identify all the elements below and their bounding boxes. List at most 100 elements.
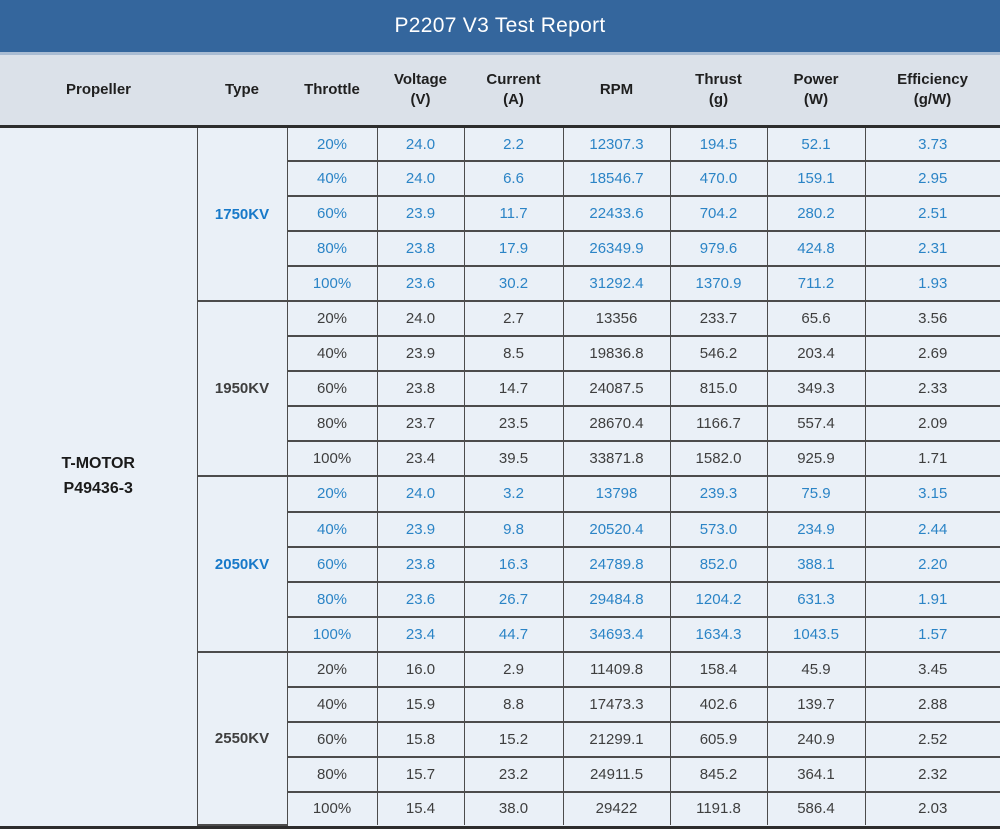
header-efficiency: Efficiency (g/W) bbox=[897, 70, 968, 108]
table-row: 80% 15.7 23.2 24911.5 845.2 364.1 2.32 bbox=[0, 755, 1000, 793]
cell-rpm: 20520.4 bbox=[562, 510, 671, 548]
cell-throttle: 40% bbox=[286, 685, 378, 723]
cell-thrust: 546.2 bbox=[669, 335, 768, 373]
cell-power: 52.1 bbox=[766, 128, 866, 163]
cell-voltage: 23.8 bbox=[376, 370, 465, 408]
cell-power: 240.9 bbox=[766, 720, 866, 758]
cell-power: 280.2 bbox=[766, 195, 866, 233]
propeller-cell: T-MOTOR P49436-3 bbox=[0, 128, 198, 825]
header-thrust: Thrust (g) bbox=[695, 70, 742, 108]
cell-current: 2.7 bbox=[463, 300, 564, 338]
cell-rpm: 13798 bbox=[562, 475, 671, 513]
cell-efficiency: 1.71 bbox=[864, 440, 1000, 478]
cell-power: 586.4 bbox=[766, 790, 866, 825]
cell-thrust: 233.7 bbox=[669, 300, 768, 338]
cell-throttle: 40% bbox=[286, 510, 378, 548]
table-row: 2550KV 20% 16.0 2.9 11409.8 158.4 45.9 3… bbox=[0, 650, 1000, 827]
cell-current: 14.7 bbox=[463, 370, 564, 408]
cell-current: 38.0 bbox=[463, 790, 564, 825]
table-row: 60% 23.8 16.3 24789.8 852.0 388.1 2.20 bbox=[0, 545, 1000, 583]
cell-efficiency: 1.91 bbox=[864, 580, 1000, 618]
cell-throttle: 20% bbox=[286, 475, 378, 513]
cell-current: 17.9 bbox=[463, 230, 564, 268]
cell-voltage: 15.8 bbox=[376, 720, 465, 758]
title-bar: P2207 V3 Test Report bbox=[0, 0, 1000, 52]
cell-thrust: 194.5 bbox=[669, 128, 768, 163]
cell-throttle: 20% bbox=[286, 300, 378, 338]
cell-rpm: 17473.3 bbox=[562, 685, 671, 723]
cell-throttle: 80% bbox=[286, 230, 378, 268]
cell-voltage: 23.6 bbox=[376, 580, 465, 618]
table-row: 60% 23.8 14.7 24087.5 815.0 349.3 2.33 bbox=[0, 370, 1000, 408]
cell-rpm: 18546.7 bbox=[562, 160, 671, 198]
cell-throttle: 60% bbox=[286, 720, 378, 758]
cell-rpm: 21299.1 bbox=[562, 720, 671, 758]
cell-rpm: 24789.8 bbox=[562, 545, 671, 583]
cell-throttle: 100% bbox=[286, 790, 378, 825]
cell-efficiency: 2.03 bbox=[864, 790, 1000, 825]
cell-voltage: 23.8 bbox=[376, 545, 465, 583]
cell-power: 349.3 bbox=[766, 370, 866, 408]
cell-throttle: 100% bbox=[286, 440, 378, 478]
cell-current: 44.7 bbox=[463, 615, 564, 653]
cell-current: 3.2 bbox=[463, 475, 564, 513]
table-row: 100% 15.4 38.0 29422 1191.8 586.4 2.03 bbox=[0, 790, 1000, 825]
cell-rpm: 11409.8 bbox=[562, 650, 671, 688]
cell-voltage: 24.0 bbox=[376, 128, 465, 163]
cell-voltage: 23.4 bbox=[376, 440, 465, 478]
cell-current: 23.2 bbox=[463, 755, 564, 793]
cell-power: 65.6 bbox=[766, 300, 866, 338]
cell-efficiency: 2.32 bbox=[864, 755, 1000, 793]
cell-rpm: 31292.4 bbox=[562, 265, 671, 303]
type-cell-2050kv: 2050KV bbox=[196, 475, 288, 653]
header-voltage: Voltage (V) bbox=[393, 70, 448, 108]
table-row: 40% 15.9 8.8 17473.3 402.6 139.7 2.88 bbox=[0, 685, 1000, 723]
cell-thrust: 573.0 bbox=[669, 510, 768, 548]
cell-rpm: 34693.4 bbox=[562, 615, 671, 653]
cell-rpm: 29422 bbox=[562, 790, 671, 825]
cell-throttle: 100% bbox=[286, 265, 378, 303]
cell-rpm: 29484.8 bbox=[562, 580, 671, 618]
cell-power: 159.1 bbox=[766, 160, 866, 198]
table-row: 40% 23.9 8.5 19836.8 546.2 203.4 2.69 bbox=[0, 335, 1000, 373]
cell-thrust: 979.6 bbox=[669, 230, 768, 268]
cell-throttle: 20% bbox=[286, 128, 378, 163]
cell-rpm: 24911.5 bbox=[562, 755, 671, 793]
cell-current: 30.2 bbox=[463, 265, 564, 303]
table-row: 40% 24.0 6.6 18546.7 470.0 159.1 2.95 bbox=[0, 160, 1000, 198]
cell-throttle: 40% bbox=[286, 160, 378, 198]
cell-voltage: 23.6 bbox=[376, 265, 465, 303]
header-propeller: Propeller bbox=[65, 80, 132, 98]
cell-thrust: 1634.3 bbox=[669, 615, 768, 653]
cell-power: 631.3 bbox=[766, 580, 866, 618]
cell-thrust: 845.2 bbox=[669, 755, 768, 793]
cell-throttle: 100% bbox=[286, 615, 378, 653]
title-divider bbox=[0, 52, 1000, 55]
header-rpm: RPM bbox=[599, 80, 634, 98]
cell-efficiency: 1.57 bbox=[864, 615, 1000, 653]
cell-rpm: 13356 bbox=[562, 300, 671, 338]
cell-power: 711.2 bbox=[766, 265, 866, 303]
cell-throttle: 60% bbox=[286, 195, 378, 233]
cell-throttle: 80% bbox=[286, 580, 378, 618]
propeller-name-line1: T-MOTOR bbox=[61, 454, 135, 472]
cell-efficiency: 2.09 bbox=[864, 405, 1000, 443]
cell-current: 39.5 bbox=[463, 440, 564, 478]
table-row: 1950KV 20% 24.0 2.7 13356 233.7 65.6 3.5… bbox=[0, 300, 1000, 478]
header-throttle: Throttle bbox=[304, 80, 360, 98]
cell-throttle: 60% bbox=[286, 545, 378, 583]
table-row: 60% 15.8 15.2 21299.1 605.9 240.9 2.52 bbox=[0, 720, 1000, 758]
cell-voltage: 23.9 bbox=[376, 195, 465, 233]
cell-voltage: 23.7 bbox=[376, 405, 465, 443]
cell-efficiency: 2.51 bbox=[864, 195, 1000, 233]
table-row: 80% 23.6 26.7 29484.8 1204.2 631.3 1.91 bbox=[0, 580, 1000, 618]
cell-current: 16.3 bbox=[463, 545, 564, 583]
cell-thrust: 704.2 bbox=[669, 195, 768, 233]
table-header-row: Propeller Type Throttle Voltage (V) Curr… bbox=[0, 55, 1000, 128]
cell-throttle: 40% bbox=[286, 335, 378, 373]
cell-efficiency: 2.52 bbox=[864, 720, 1000, 758]
cell-voltage: 23.4 bbox=[376, 615, 465, 653]
header-current: Current (A) bbox=[486, 70, 541, 108]
cell-power: 925.9 bbox=[766, 440, 866, 478]
cell-throttle: 80% bbox=[286, 755, 378, 793]
